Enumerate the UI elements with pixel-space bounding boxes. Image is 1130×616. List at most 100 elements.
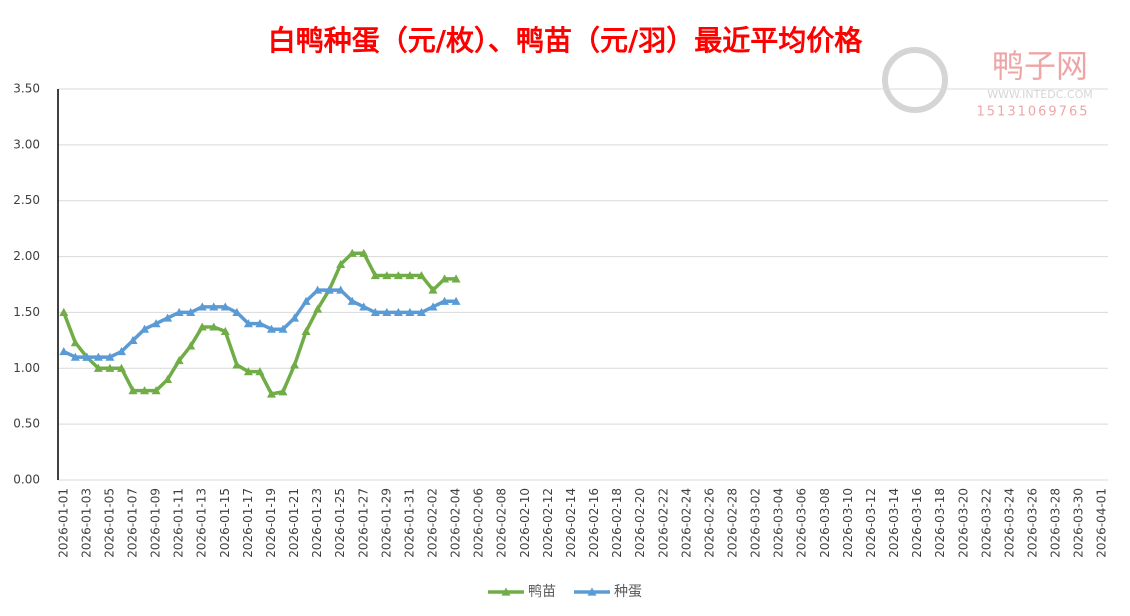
watermark-brand: 鸭子网 xyxy=(992,47,1088,85)
point-marker xyxy=(232,307,242,317)
point-marker xyxy=(382,307,392,317)
point-marker xyxy=(370,307,380,317)
y-tick-label: 3.00 xyxy=(13,137,40,151)
point-marker xyxy=(278,324,288,333)
x-tick-label: 2026-03-14 xyxy=(887,488,901,558)
point-marker xyxy=(243,319,253,328)
point-marker xyxy=(416,271,426,280)
x-tick-label: 2026-02-12 xyxy=(541,488,555,558)
point-marker xyxy=(336,259,346,268)
point-marker xyxy=(174,355,184,365)
x-tick-label: 2026-03-22 xyxy=(979,488,993,558)
x-tick-label: 2026-01-25 xyxy=(333,488,347,558)
legend-label: 种蛋 xyxy=(614,584,642,600)
x-tick-label: 2026-01-21 xyxy=(287,488,301,558)
point-marker xyxy=(82,352,92,361)
x-tick-label: 2026-03-04 xyxy=(772,488,786,558)
watermark-site: WWW.INTEDC.COM xyxy=(987,88,1092,101)
point-marker xyxy=(105,363,115,372)
y-tick-label: 1.00 xyxy=(13,361,40,375)
point-marker xyxy=(451,274,461,283)
point-marker xyxy=(255,367,265,376)
point-marker xyxy=(405,307,415,317)
point-marker xyxy=(370,271,380,280)
point-marker xyxy=(93,363,103,372)
point-marker xyxy=(116,347,126,356)
point-marker xyxy=(266,389,276,398)
x-tick-label: 2026-03-28 xyxy=(1049,488,1063,558)
point-marker xyxy=(359,248,369,257)
x-tick-label: 2026-03-18 xyxy=(933,488,947,558)
point-marker xyxy=(382,271,392,280)
x-tick-label: 2026-02-08 xyxy=(495,488,509,558)
point-marker xyxy=(278,387,288,396)
x-tick-label: 2026-02-22 xyxy=(656,488,670,558)
point-marker xyxy=(301,296,311,305)
x-tick-label: 2026-03-24 xyxy=(1002,488,1016,558)
x-tick-label: 2026-01-07 xyxy=(126,488,140,558)
point-marker xyxy=(451,296,461,305)
y-tick-label: 3.50 xyxy=(13,82,40,96)
point-marker xyxy=(220,302,230,311)
x-tick-label: 2026-02-18 xyxy=(610,488,624,558)
x-tick-label: 2026-02-24 xyxy=(679,488,693,558)
point-marker xyxy=(140,324,150,333)
y-tick-label: 2.00 xyxy=(13,249,40,263)
x-tick-label: 2026-02-16 xyxy=(587,488,601,558)
point-marker xyxy=(186,307,196,317)
point-marker xyxy=(255,319,265,328)
x-tick-label: 2026-01-17 xyxy=(241,488,255,558)
point-marker xyxy=(163,313,173,322)
point-marker xyxy=(290,313,300,322)
point-marker xyxy=(197,302,207,311)
x-tick-label: 2026-01-29 xyxy=(379,488,393,558)
point-marker xyxy=(151,386,161,395)
x-tick-label: 2026-01-03 xyxy=(79,488,93,558)
x-tick-label: 2026-02-04 xyxy=(449,488,463,558)
point-marker xyxy=(197,322,207,331)
point-marker xyxy=(151,319,161,328)
x-tick-label: 2026-01-19 xyxy=(264,488,278,558)
x-tick-label: 2026-01-31 xyxy=(402,488,416,558)
watermark-logo xyxy=(882,47,948,113)
x-tick-label: 2026-01-05 xyxy=(102,488,116,558)
watermark-phone: 15131069765 xyxy=(977,105,1090,120)
y-tick-label: 1.50 xyxy=(13,305,40,319)
x-tick-label: 2026-03-08 xyxy=(818,488,832,558)
y-tick-label: 2.50 xyxy=(13,193,40,207)
x-tick-label: 2026-03-10 xyxy=(841,488,855,558)
x-tick-label: 2026-03-02 xyxy=(749,488,763,558)
point-marker xyxy=(105,352,115,361)
x-tick-label: 2026-01-27 xyxy=(356,488,370,558)
x-tick-label: 2026-03-26 xyxy=(1026,488,1040,558)
point-marker xyxy=(128,335,138,344)
point-marker xyxy=(440,296,450,305)
point-marker xyxy=(313,304,323,313)
legend-item: 种蛋 xyxy=(574,584,642,600)
point-marker xyxy=(393,271,403,280)
point-marker xyxy=(220,326,230,336)
y-tick-label: 0.00 xyxy=(13,473,40,487)
point-marker xyxy=(428,285,438,294)
x-tick-label: 2026-01-23 xyxy=(310,488,324,558)
x-tick-label: 2026-01-09 xyxy=(149,488,163,558)
point-marker xyxy=(290,360,300,369)
point-marker xyxy=(393,307,403,317)
point-marker xyxy=(209,322,219,331)
point-marker xyxy=(128,386,138,395)
point-marker xyxy=(336,285,346,294)
point-marker xyxy=(428,302,438,311)
point-marker xyxy=(313,285,323,294)
point-marker xyxy=(266,324,276,333)
point-marker xyxy=(347,296,357,305)
legend-marker xyxy=(587,587,597,596)
point-marker xyxy=(405,271,415,280)
x-tick-label: 2026-01-01 xyxy=(56,488,70,558)
x-tick-label: 2026-02-26 xyxy=(702,488,716,558)
point-marker xyxy=(209,302,219,311)
x-tick-label: 2026-01-15 xyxy=(218,488,232,558)
x-tick-label: 2026-03-06 xyxy=(795,488,809,558)
watermark: 鸭子网 WWW.INTEDC.COM 15131069765 xyxy=(882,47,1093,120)
x-tick-label: 2026-02-10 xyxy=(518,488,532,558)
